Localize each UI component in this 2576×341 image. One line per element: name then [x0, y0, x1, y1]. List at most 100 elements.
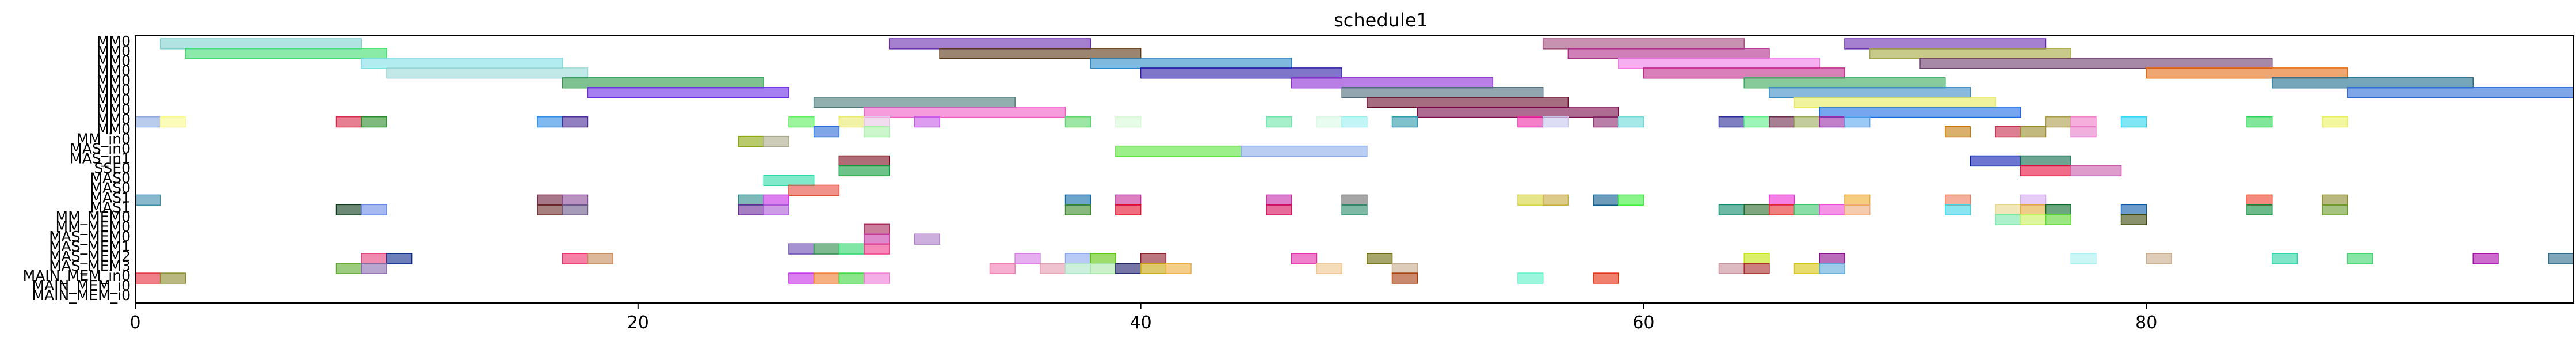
task-bar — [537, 204, 563, 215]
task-bar — [763, 194, 789, 206]
row-label: MAS_in1 — [70, 150, 131, 166]
task-bar — [2020, 155, 2071, 167]
task-bar — [1517, 116, 1544, 128]
row-label: SSE0 — [94, 160, 131, 176]
task-bar — [562, 204, 589, 215]
task-bar — [738, 135, 765, 147]
task-bar — [1417, 106, 1619, 118]
row-label: MAIN_MEM_i0 — [32, 287, 131, 304]
task-bar — [2146, 253, 2172, 264]
task-bar — [1140, 253, 1167, 264]
task-bar — [537, 194, 563, 206]
task-bar — [763, 175, 815, 187]
task-bar — [335, 116, 362, 128]
task-bar — [135, 272, 161, 284]
task-bar — [1517, 272, 1544, 284]
task-bar — [1341, 194, 1368, 206]
task-bar — [1593, 272, 1619, 284]
task-bar — [335, 204, 362, 215]
row-label: MM0 — [97, 72, 131, 89]
task-bar — [2347, 87, 2574, 98]
task-bar — [1115, 116, 1142, 128]
task-bar — [939, 48, 1142, 59]
task-bar — [2146, 67, 2348, 79]
task-bar — [1643, 67, 1845, 79]
task-bar — [1115, 194, 1142, 206]
task-bar — [1743, 253, 1770, 264]
task-bar — [2347, 253, 2373, 264]
task-bar — [386, 253, 413, 264]
row-label: MM0 — [97, 82, 131, 98]
task-bar — [1115, 204, 1142, 215]
task-bar — [2120, 214, 2147, 225]
row-label: MAS_MEM0 — [49, 228, 131, 245]
task-bar — [2246, 116, 2273, 128]
task-bar — [1743, 77, 1946, 89]
task-bar — [1542, 116, 1569, 128]
task-bar — [361, 204, 387, 215]
task-bar — [864, 116, 890, 128]
task-bar — [537, 116, 563, 128]
task-bar — [1391, 116, 1418, 128]
task-bar — [562, 77, 765, 89]
task-bar — [562, 116, 589, 128]
task-bar — [1241, 145, 1368, 157]
task-bar — [1718, 204, 1745, 215]
task-bar — [864, 223, 890, 235]
task-bar — [1844, 116, 1871, 128]
task-bar — [135, 116, 161, 128]
task-bar — [1869, 48, 2071, 59]
task-bar — [1995, 214, 2021, 225]
row-label: MM_MEM0 — [56, 209, 131, 225]
task-bar — [888, 38, 1091, 50]
task-bar — [1793, 263, 1821, 274]
task-bar — [763, 204, 789, 215]
task-bar — [361, 116, 387, 128]
task-bar — [2020, 214, 2047, 225]
task-bar — [1266, 116, 1292, 128]
row-label: MM0 — [97, 43, 131, 59]
task-bar — [1291, 253, 1318, 264]
row-label: MAS_MEM1 — [49, 238, 131, 255]
task-bar — [159, 38, 362, 50]
task-bar — [1970, 155, 2021, 167]
task-bar — [1819, 106, 2021, 118]
chart-title: schedule1 — [1334, 9, 1428, 31]
task-bar — [1040, 263, 1066, 274]
task-bar — [864, 106, 1066, 118]
task-bar — [1793, 204, 1821, 215]
task-bar — [1743, 116, 1770, 128]
task-bar — [813, 272, 840, 284]
task-bar — [989, 263, 1016, 274]
task-bar — [1919, 58, 2273, 69]
task-bar — [1316, 116, 1342, 128]
task-bar — [1844, 204, 1871, 215]
plot-frame — [135, 35, 2574, 304]
task-bar — [2548, 253, 2574, 264]
row-label: MAS1 — [90, 189, 131, 206]
task-bar — [1140, 67, 1342, 79]
task-bar — [2070, 253, 2097, 264]
x-tick-label: 80 — [2135, 313, 2157, 333]
task-bar — [335, 263, 362, 274]
task-bar — [1014, 253, 1041, 264]
x-tick-label: 0 — [129, 313, 140, 333]
row-label: MAIN_MEM_in0 — [23, 267, 131, 284]
task-bar — [1793, 97, 1996, 108]
task-bar — [1944, 204, 1971, 215]
row-label: MM0 — [97, 101, 131, 118]
task-bar — [2120, 204, 2147, 215]
task-bar — [1367, 97, 1569, 108]
task-bar — [1115, 263, 1142, 274]
task-bar — [1341, 116, 1368, 128]
task-bars — [135, 38, 2574, 284]
task-bar — [1316, 263, 1342, 274]
task-bar — [763, 135, 789, 147]
task-bar — [1844, 194, 1871, 206]
task-bar — [1064, 116, 1091, 128]
task-bar — [2020, 194, 2047, 206]
task-bar — [838, 116, 865, 128]
task-bar — [1064, 194, 1091, 206]
task-bar — [587, 87, 789, 98]
